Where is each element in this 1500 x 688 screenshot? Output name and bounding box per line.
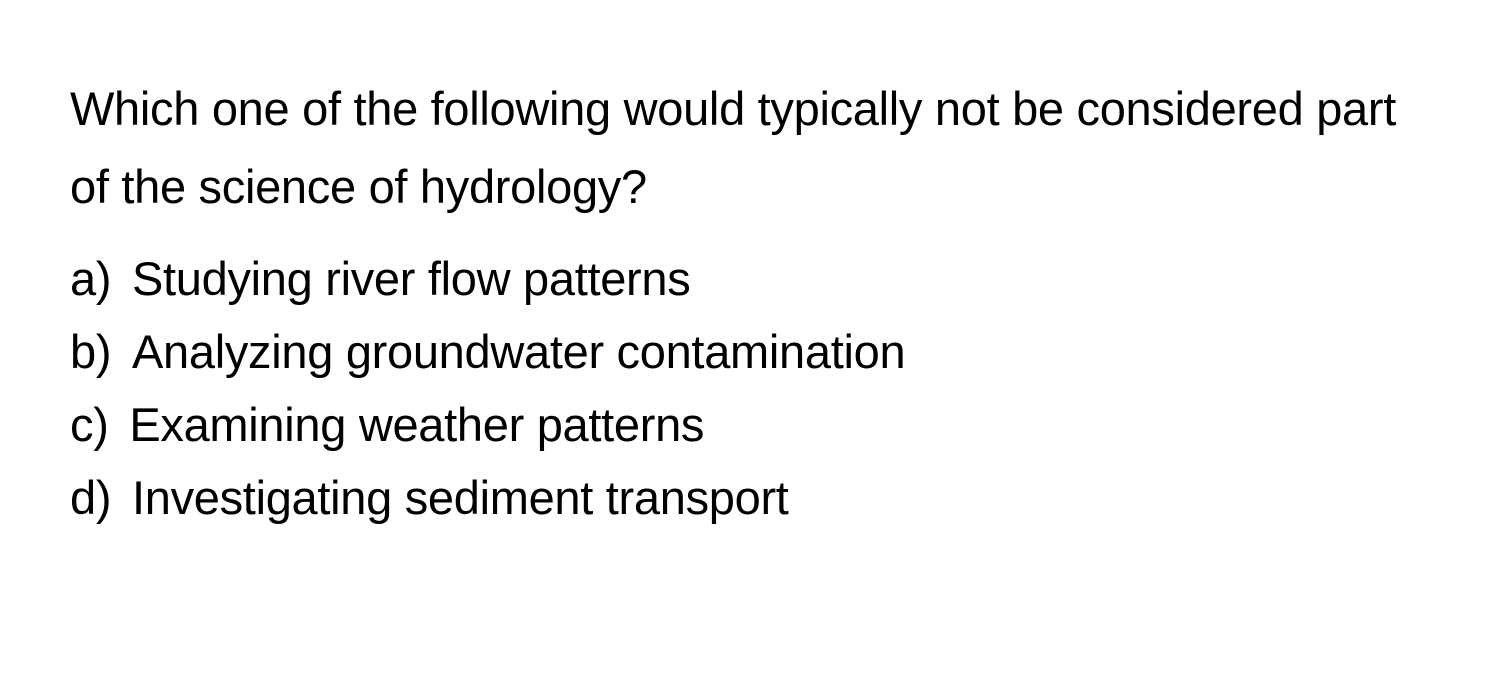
question-text: Which one of the following would typical… bbox=[70, 70, 1430, 225]
option-a-text: Studying river flow patterns bbox=[132, 252, 690, 305]
option-d-text: Investigating sediment transport bbox=[132, 471, 789, 524]
option-d: d) Investigating sediment transport bbox=[70, 462, 1430, 535]
option-a-label: a) bbox=[70, 252, 111, 305]
option-b: b) Analyzing groundwater contamination bbox=[70, 316, 1430, 389]
option-b-label: b) bbox=[70, 325, 111, 378]
option-d-label: d) bbox=[70, 471, 111, 524]
option-c-label: c) bbox=[70, 398, 109, 451]
option-c: c) Examining weather patterns bbox=[70, 389, 1430, 462]
question-container: Which one of the following would typical… bbox=[70, 70, 1430, 534]
option-c-text: Examining weather patterns bbox=[129, 398, 704, 451]
option-a: a) Studying river flow patterns bbox=[70, 243, 1430, 316]
option-b-text: Analyzing groundwater contamination bbox=[132, 325, 905, 378]
